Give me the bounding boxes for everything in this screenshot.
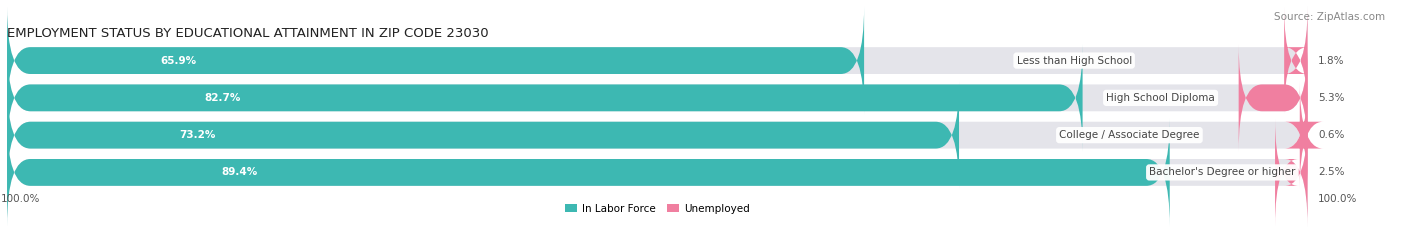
Text: 100.0%: 100.0% bbox=[0, 194, 39, 204]
Text: 0.6%: 0.6% bbox=[1317, 130, 1344, 140]
Text: 5.3%: 5.3% bbox=[1317, 93, 1344, 103]
Text: 1.8%: 1.8% bbox=[1317, 56, 1344, 65]
FancyBboxPatch shape bbox=[1284, 7, 1308, 114]
Text: 73.2%: 73.2% bbox=[179, 130, 215, 140]
FancyBboxPatch shape bbox=[7, 44, 1083, 151]
FancyBboxPatch shape bbox=[7, 44, 1308, 151]
FancyBboxPatch shape bbox=[7, 7, 865, 114]
Text: 65.9%: 65.9% bbox=[160, 56, 197, 65]
FancyBboxPatch shape bbox=[7, 82, 959, 189]
Text: EMPLOYMENT STATUS BY EDUCATIONAL ATTAINMENT IN ZIP CODE 23030: EMPLOYMENT STATUS BY EDUCATIONAL ATTAINM… bbox=[7, 27, 489, 40]
Text: 100.0%: 100.0% bbox=[1317, 194, 1357, 204]
Text: Bachelor's Degree or higher: Bachelor's Degree or higher bbox=[1149, 168, 1295, 177]
FancyBboxPatch shape bbox=[1275, 119, 1308, 226]
FancyBboxPatch shape bbox=[1284, 82, 1323, 189]
Text: 82.7%: 82.7% bbox=[204, 93, 240, 103]
Text: College / Associate Degree: College / Associate Degree bbox=[1059, 130, 1199, 140]
Text: 89.4%: 89.4% bbox=[221, 168, 257, 177]
Text: 2.5%: 2.5% bbox=[1317, 168, 1344, 177]
Text: High School Diploma: High School Diploma bbox=[1107, 93, 1215, 103]
FancyBboxPatch shape bbox=[7, 119, 1170, 226]
Legend: In Labor Force, Unemployed: In Labor Force, Unemployed bbox=[561, 200, 754, 218]
FancyBboxPatch shape bbox=[7, 7, 1308, 114]
FancyBboxPatch shape bbox=[7, 119, 1308, 226]
Text: Less than High School: Less than High School bbox=[1017, 56, 1132, 65]
FancyBboxPatch shape bbox=[7, 82, 1308, 189]
FancyBboxPatch shape bbox=[1239, 44, 1308, 151]
Text: Source: ZipAtlas.com: Source: ZipAtlas.com bbox=[1274, 12, 1385, 22]
